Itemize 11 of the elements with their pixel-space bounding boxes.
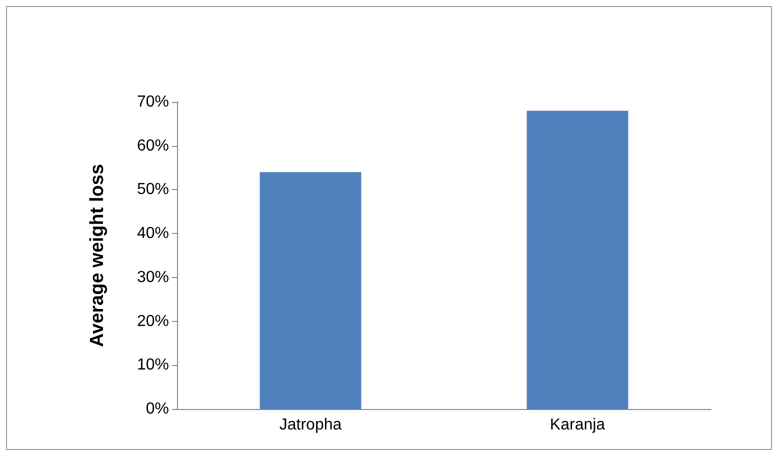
x-tick-label: Jatropha	[279, 416, 342, 434]
y-tick-label: 50%	[136, 181, 169, 198]
y-tick-label: 60%	[136, 137, 169, 154]
y-tick-label: 30%	[136, 268, 169, 286]
y-tick-label: 0%	[146, 400, 169, 418]
y-tick-label: 40%	[136, 225, 169, 242]
y-tick-label: 70%	[136, 94, 169, 110]
x-tick-label: Karanja	[550, 416, 606, 434]
y-tick-label: 10%	[136, 356, 169, 374]
y-axis-title: Average weight loss	[87, 164, 108, 348]
y-tick-label: 20%	[136, 312, 169, 330]
